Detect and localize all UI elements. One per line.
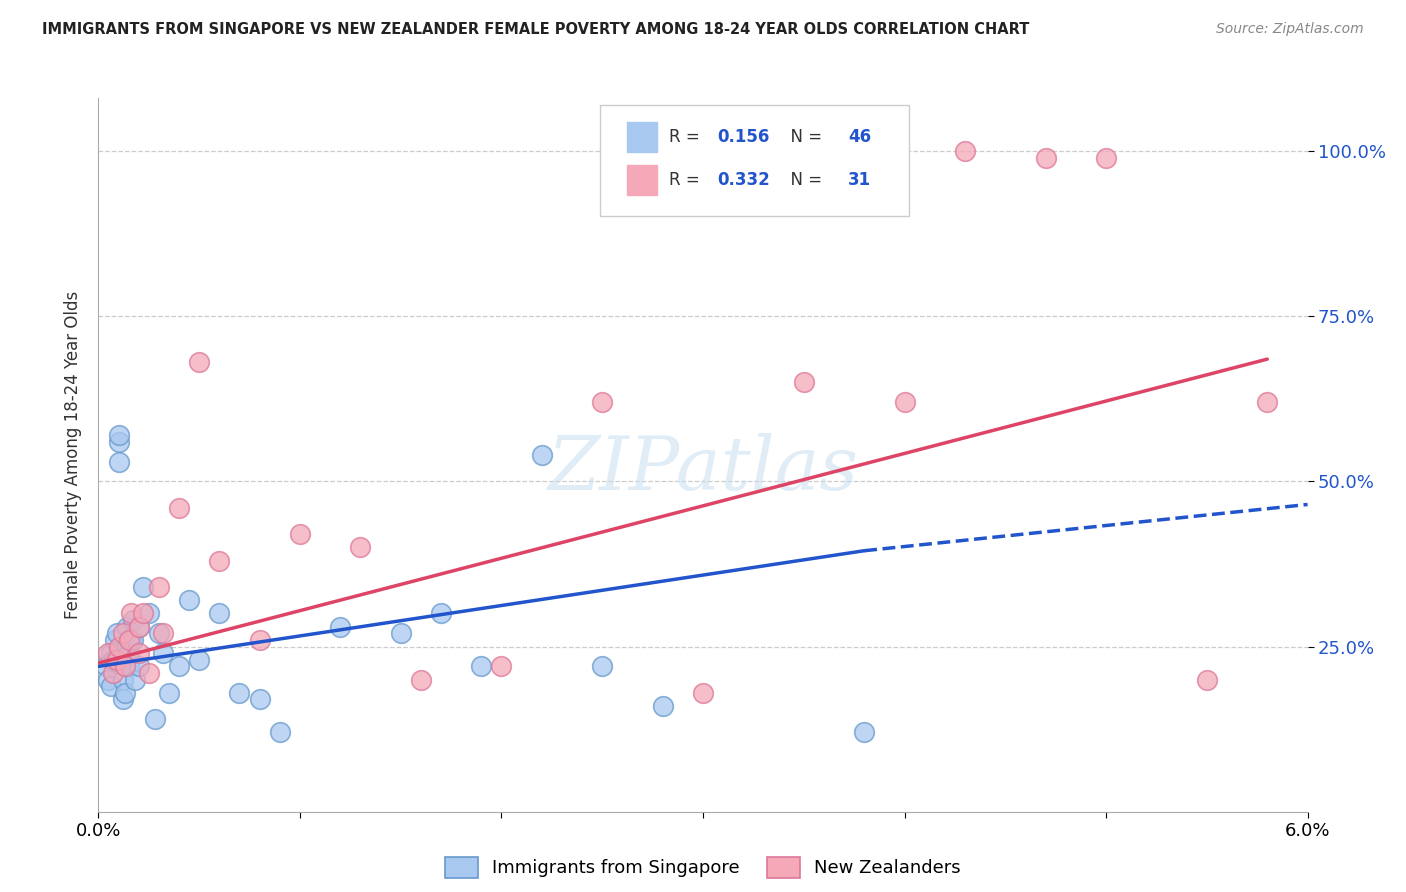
Point	[128, 620, 150, 634]
Point	[470, 659, 492, 673]
Point	[101, 665, 124, 680]
Point	[115, 640, 138, 654]
Text: N =: N =	[780, 128, 828, 146]
Point	[97, 646, 120, 660]
Point	[132, 580, 155, 594]
Point	[107, 434, 129, 449]
Point	[228, 686, 250, 700]
Point	[121, 632, 143, 647]
Point	[118, 632, 141, 647]
Point	[114, 686, 136, 700]
Point	[269, 725, 291, 739]
Point	[114, 659, 136, 673]
Point	[249, 692, 271, 706]
Point	[591, 659, 613, 673]
Point	[651, 698, 673, 713]
Text: N =: N =	[780, 171, 828, 189]
Point	[1035, 151, 1057, 165]
Text: R =: R =	[669, 128, 706, 146]
Point	[138, 665, 160, 680]
Point	[953, 144, 976, 158]
Point	[793, 376, 815, 390]
Point	[409, 673, 432, 687]
Point	[120, 632, 142, 647]
Text: IMMIGRANTS FROM SINGAPORE VS NEW ZEALANDER FEMALE POVERTY AMONG 18-24 YEAR OLDS : IMMIGRANTS FROM SINGAPORE VS NEW ZEALAND…	[42, 22, 1029, 37]
Point	[121, 613, 143, 627]
Text: 0.156: 0.156	[717, 128, 770, 146]
Point	[100, 646, 122, 660]
Point	[111, 692, 134, 706]
Point	[157, 686, 180, 700]
Point	[97, 673, 120, 687]
Point	[143, 712, 166, 726]
Point	[1256, 395, 1278, 409]
Point	[148, 626, 170, 640]
Point	[103, 653, 125, 667]
Point	[329, 620, 352, 634]
Point	[105, 653, 128, 667]
Point	[107, 454, 129, 468]
Point	[120, 607, 142, 621]
Y-axis label: Female Poverty Among 18-24 Year Olds: Female Poverty Among 18-24 Year Olds	[63, 291, 82, 619]
Point	[124, 673, 146, 687]
Text: ZIPatlas: ZIPatlas	[547, 433, 859, 506]
Point	[114, 659, 136, 673]
Point	[148, 580, 170, 594]
Point	[853, 725, 876, 739]
Point	[167, 500, 190, 515]
Point	[128, 620, 150, 634]
Point	[288, 527, 311, 541]
Point	[100, 679, 122, 693]
Point	[111, 626, 134, 640]
Point	[118, 659, 141, 673]
Text: 31: 31	[848, 171, 872, 189]
Point	[389, 626, 412, 640]
Point	[115, 620, 138, 634]
Point	[177, 593, 201, 607]
Point	[249, 632, 271, 647]
Point	[893, 395, 915, 409]
Point	[152, 626, 174, 640]
Point	[107, 428, 129, 442]
Point	[188, 355, 211, 369]
Point	[591, 395, 613, 409]
Point	[111, 673, 134, 687]
Point	[530, 448, 553, 462]
Bar	[627, 165, 657, 195]
Point	[1095, 151, 1118, 165]
Point	[101, 653, 124, 667]
Point	[128, 646, 150, 660]
Point	[692, 686, 714, 700]
Legend: Immigrants from Singapore, New Zealanders: Immigrants from Singapore, New Zealander…	[439, 849, 967, 885]
Point	[128, 659, 150, 673]
Text: Source: ZipAtlas.com: Source: ZipAtlas.com	[1216, 22, 1364, 37]
Point	[430, 607, 453, 621]
Point	[152, 646, 174, 660]
Point	[208, 554, 231, 568]
Point	[491, 659, 513, 673]
Point	[132, 607, 155, 621]
Point	[103, 632, 125, 647]
Point	[138, 607, 160, 621]
Text: 0.332: 0.332	[717, 171, 770, 189]
Point	[1195, 673, 1218, 687]
FancyBboxPatch shape	[600, 105, 908, 216]
Point	[105, 626, 128, 640]
Point	[118, 646, 141, 660]
Point	[188, 653, 211, 667]
Point	[349, 541, 371, 555]
Point	[167, 659, 190, 673]
Bar	[627, 122, 657, 153]
Point	[96, 659, 118, 673]
Text: 46: 46	[848, 128, 872, 146]
Point	[208, 607, 231, 621]
Point	[107, 640, 129, 654]
Text: R =: R =	[669, 171, 706, 189]
